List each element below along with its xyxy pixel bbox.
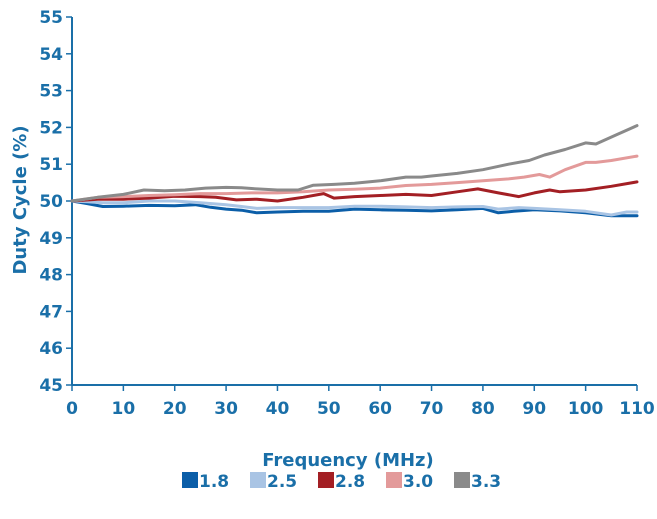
x-tick-label: 100 xyxy=(568,399,604,419)
series-lines xyxy=(70,124,639,218)
legend-swatch xyxy=(386,472,402,488)
y-tick-label: 53 xyxy=(39,82,63,102)
legend-swatch xyxy=(454,472,470,488)
y-tick-label: 45 xyxy=(39,376,63,396)
legend-swatch xyxy=(182,472,198,488)
y-tick-label: 49 xyxy=(39,229,63,249)
x-tick-label: 110 xyxy=(619,399,655,419)
y-tick-label: 54 xyxy=(39,45,63,65)
series-line-1-8 xyxy=(70,199,639,218)
x-tick-label: 90 xyxy=(522,399,546,419)
series-line-2-5 xyxy=(70,199,639,217)
legend-swatch xyxy=(318,472,334,488)
y-axis-title: Duty Cycle (%) xyxy=(10,125,31,274)
y-tick-label: 46 xyxy=(39,339,63,359)
x-tick-label: 10 xyxy=(112,399,136,419)
y-tick-label: 51 xyxy=(39,155,63,175)
x-tick-label: 70 xyxy=(420,399,444,419)
legend-label: 2.8 xyxy=(335,472,365,492)
legend-label: 2.5 xyxy=(267,472,297,492)
legend: 1.8 2.5 2.8 3.0 3.3 xyxy=(182,472,501,492)
y-tick-label: 50 xyxy=(39,192,63,212)
series-line-2-8 xyxy=(70,180,639,203)
legend-label: 1.8 xyxy=(199,472,229,492)
legend-swatch xyxy=(250,472,266,488)
x-tick-label: 80 xyxy=(471,399,495,419)
y-tick-label: 48 xyxy=(39,266,63,286)
series-line-3-3 xyxy=(70,124,639,203)
x-tick-label: 0 xyxy=(66,399,78,419)
y-tick-label: 55 xyxy=(39,8,63,28)
x-tick-label: 40 xyxy=(266,399,290,419)
x-tick-label: 50 xyxy=(317,399,341,419)
x-tick-label: 60 xyxy=(368,399,392,419)
x-tick-label: 20 xyxy=(163,399,187,419)
y-axis: 45 46 47 48 49 50 51 52 53 54 55 xyxy=(39,8,73,396)
x-tick-label: 30 xyxy=(214,399,238,419)
y-tick-label: 52 xyxy=(39,118,63,138)
y-tick-label: 47 xyxy=(39,302,63,322)
x-axis: 0 10 20 30 40 50 60 70 80 90 100 110 xyxy=(66,384,655,419)
series-line-3-0 xyxy=(70,154,639,203)
x-axis-title: Frequency (MHz) xyxy=(262,450,434,471)
legend-label: 3.0 xyxy=(403,472,433,492)
legend-label: 3.3 xyxy=(471,472,501,492)
